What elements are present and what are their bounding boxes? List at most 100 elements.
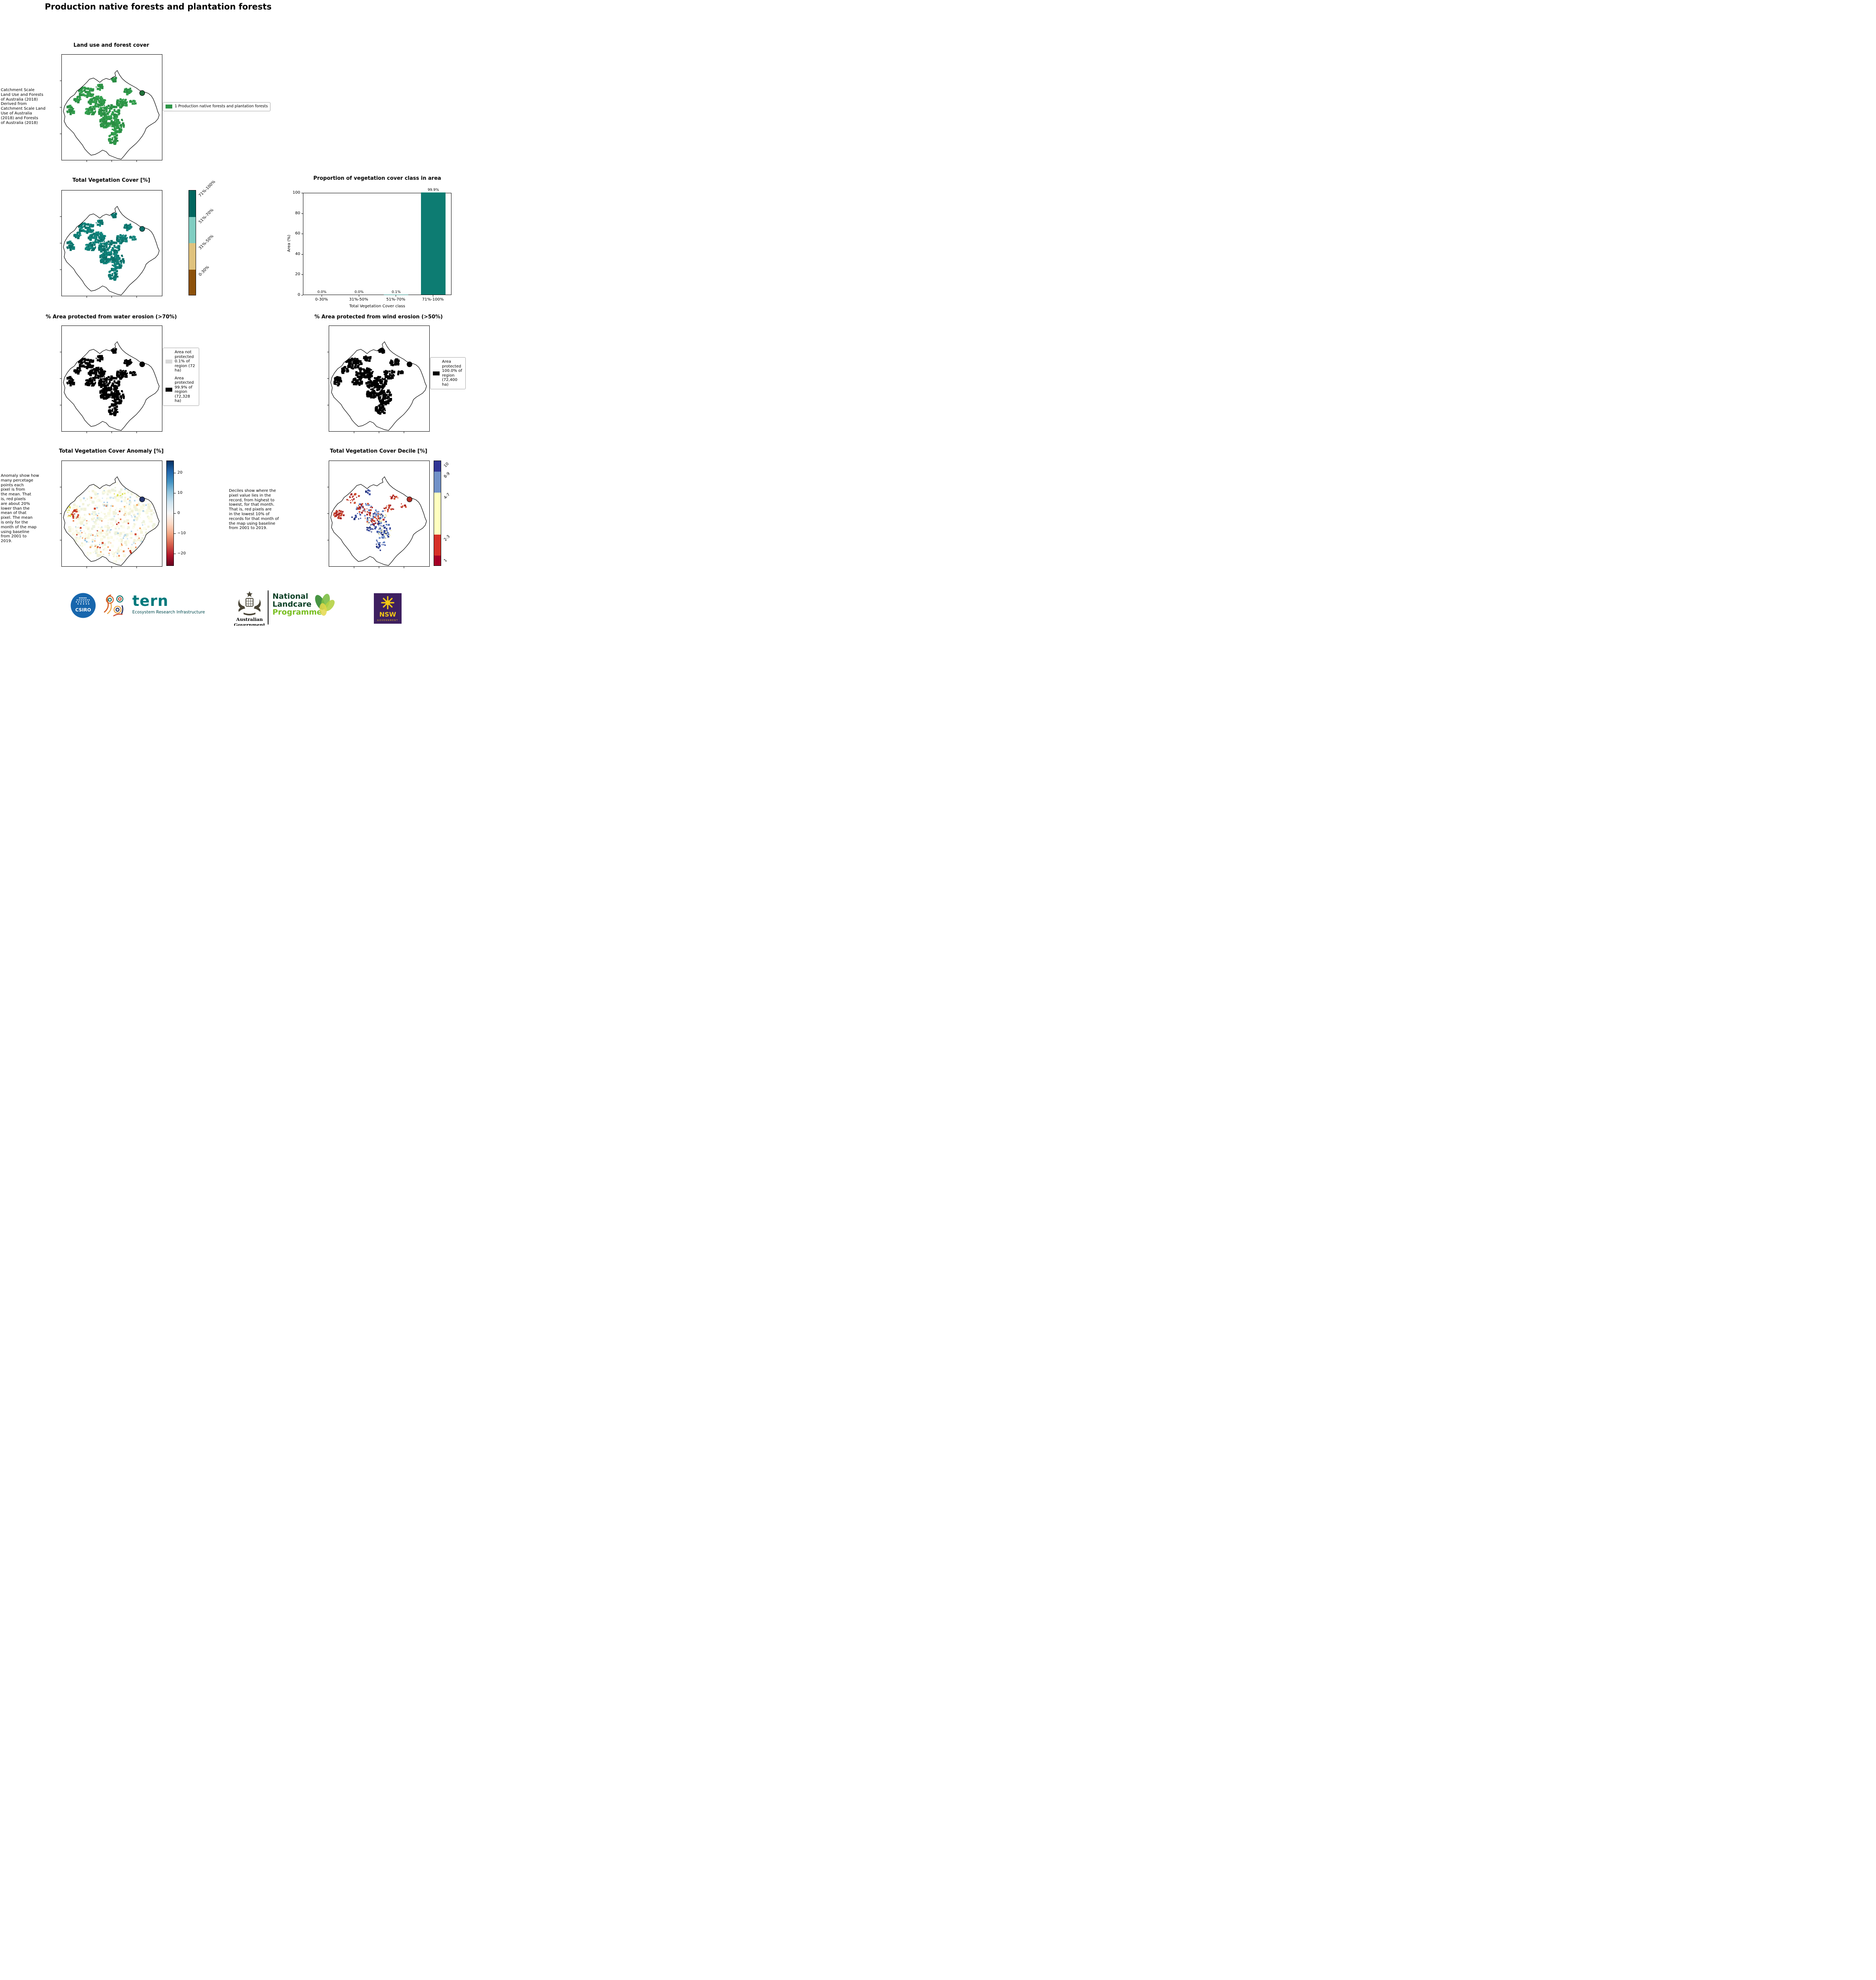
y-tick-mark [301, 274, 303, 275]
y-tick-label: 80 [295, 211, 300, 215]
colorbar-tick [174, 513, 176, 514]
bar-71%-100% [421, 192, 446, 295]
proportion-chart-plot: 0.0% 0.0% 0.1% 99.9% [303, 188, 451, 295]
x-tick-label: 51%-70% [386, 297, 406, 302]
legend-entry: 1 Production native forests and plantati… [166, 104, 268, 109]
colorbar-segment [434, 556, 441, 565]
anomaly-colorbar-gradient [166, 461, 174, 566]
colorbar-segment [189, 190, 196, 217]
decile-title: Total Vegetation Cover Decile [%] [330, 448, 427, 454]
proportion-chart: Proportion of vegetation cover class in … [277, 175, 469, 312]
anomaly-note: Anomaly show how many percetage points e… [1, 474, 39, 544]
map-patches [66, 76, 137, 145]
colorbar-label: 8-9 [443, 471, 451, 479]
legend-swatch [166, 388, 172, 392]
landuse-source-note: Catchment Scale Land Use and Forests of … [1, 88, 46, 125]
wind-erosion-title: % Area protected from wind erosion (>50%… [314, 314, 443, 320]
map-patches [66, 212, 137, 281]
australian-government-label: Australian Government [234, 617, 265, 626]
legend-label: Area protected 100.0% of region (72,400 … [442, 360, 462, 387]
csiro-wordmark: CSIRO [75, 607, 91, 613]
colorbar-tick-label: −10 [177, 531, 186, 536]
colorbar-label: 0-30% [198, 265, 210, 277]
x-tick-label: 31%-50% [349, 297, 368, 302]
water-erosion-legend: Area not protected 0.1% of region (72 ha… [163, 348, 199, 406]
landcare-word-national: National [272, 592, 309, 601]
colorbar-label: 2-3 [443, 534, 451, 542]
x-tick-label: 0-30% [315, 297, 328, 302]
colorbar-tick-label: 10 [177, 490, 183, 495]
colorbar-label: 4-7 [443, 492, 451, 500]
colorbar-label: 71%-100% [198, 179, 217, 198]
landcare-leaves-icon [309, 590, 337, 621]
colorbar-segment [189, 217, 196, 243]
wind-erosion-map [327, 326, 430, 433]
x-tick-label: 71%-100% [422, 297, 444, 302]
y-tick-mark [301, 213, 303, 214]
anomaly-map [60, 461, 162, 568]
y-tick-label: 100 [292, 190, 300, 195]
forest-legend-swatch [166, 105, 172, 109]
map-patches [66, 348, 137, 416]
decile-map [327, 461, 430, 568]
indigenous-art-icon [102, 593, 127, 619]
colorbar-label: 10 [443, 461, 450, 468]
legend-entry: Area protected 99.9% of region (72,328 h… [166, 376, 196, 404]
landuse-title: Land use and forest cover [73, 42, 149, 48]
colorbar-segment [189, 243, 196, 270]
water-erosion-map [60, 326, 162, 433]
landuse-map [60, 54, 162, 162]
csiro-logo: CSIRO [70, 593, 96, 620]
decile-note: Deciles show where the pixel value lies … [229, 489, 279, 531]
y-tick-mark [301, 254, 303, 255]
colorbar-label: 1 [443, 558, 448, 564]
nsw-wordmark: NSW [379, 611, 396, 618]
y-tick-label: 60 [295, 231, 300, 236]
australian-government-logo: Australian Government [222, 590, 277, 626]
landcare-word-programme: Programme [272, 607, 322, 617]
water-erosion-title: % Area protected from water erosion (>70… [46, 314, 177, 320]
colorbar-label: 51%-70% [198, 208, 215, 225]
nsw-government-logo: NSW GOVERNMENT [374, 593, 402, 625]
colorbar [189, 190, 196, 295]
bar-value-label: 99.9% [427, 188, 439, 192]
y-tick-label: 0 [297, 293, 300, 297]
csiro-circle-icon: CSIRO [70, 593, 96, 618]
colorbar-tick [174, 533, 176, 534]
legend-label: Area protected 99.9% of region (72,328 h… [175, 376, 194, 404]
wind-erosion-legend: Area protected 100.0% of region (72,400 … [430, 357, 466, 389]
vegcover-colorbar: 71%-100% 51%-70% 31%-50% 0-30% [189, 180, 228, 295]
colorbar-segment [434, 471, 441, 493]
anomaly-title: Total Vegetation Cover Anomaly [%] [59, 448, 164, 454]
proportion-chart-xlabel: Total Vegetation Cover class [349, 304, 405, 308]
bar-value-label: 0.1% [391, 290, 401, 294]
colorbar-label: 31%-50% [198, 234, 215, 251]
legend-swatch [433, 371, 440, 375]
bar-value-label: 0.0% [317, 290, 327, 294]
map-patches [333, 347, 404, 415]
landcare-word-landcare: Landcare [272, 600, 312, 609]
map-patches [333, 489, 407, 551]
proportion-chart-title: Proportion of vegetation cover class in … [313, 175, 441, 181]
decile-colorbar: 10 8-9 4-7 2-3 1 [434, 461, 469, 566]
map-patches [66, 481, 156, 564]
anomaly-colorbar: 20 10 0 −10 −20 [166, 461, 194, 566]
landuse-legend-label: 1 Production native forests and plantati… [175, 104, 268, 109]
legend-swatch [166, 359, 172, 364]
proportion-chart-ylabel: Area (%) [287, 234, 291, 252]
tern-tagline: Ecosystem Research Infrastructure [132, 610, 205, 615]
tern-wordmark: tern [132, 592, 169, 609]
y-tick-label: 40 [295, 251, 300, 256]
y-tick-label: 20 [295, 272, 300, 277]
vegcover-title: Total Vegetation Cover [%] [72, 177, 150, 183]
legend-entry: Area protected 100.0% of region (72,400 … [433, 360, 463, 387]
page-title: Production native forests and plantation… [45, 2, 272, 11]
colorbar-segment [434, 492, 441, 535]
tern-logo: tern Ecosystem Research Infrastructure [132, 594, 205, 615]
colorbar-segment [189, 269, 196, 295]
colorbar-segment [434, 461, 441, 472]
legend-label: Area not protected 0.1% of region (72 ha… [175, 350, 195, 373]
waratah-icon [381, 596, 394, 609]
colorbar [434, 461, 441, 566]
logo-divider [268, 590, 269, 624]
